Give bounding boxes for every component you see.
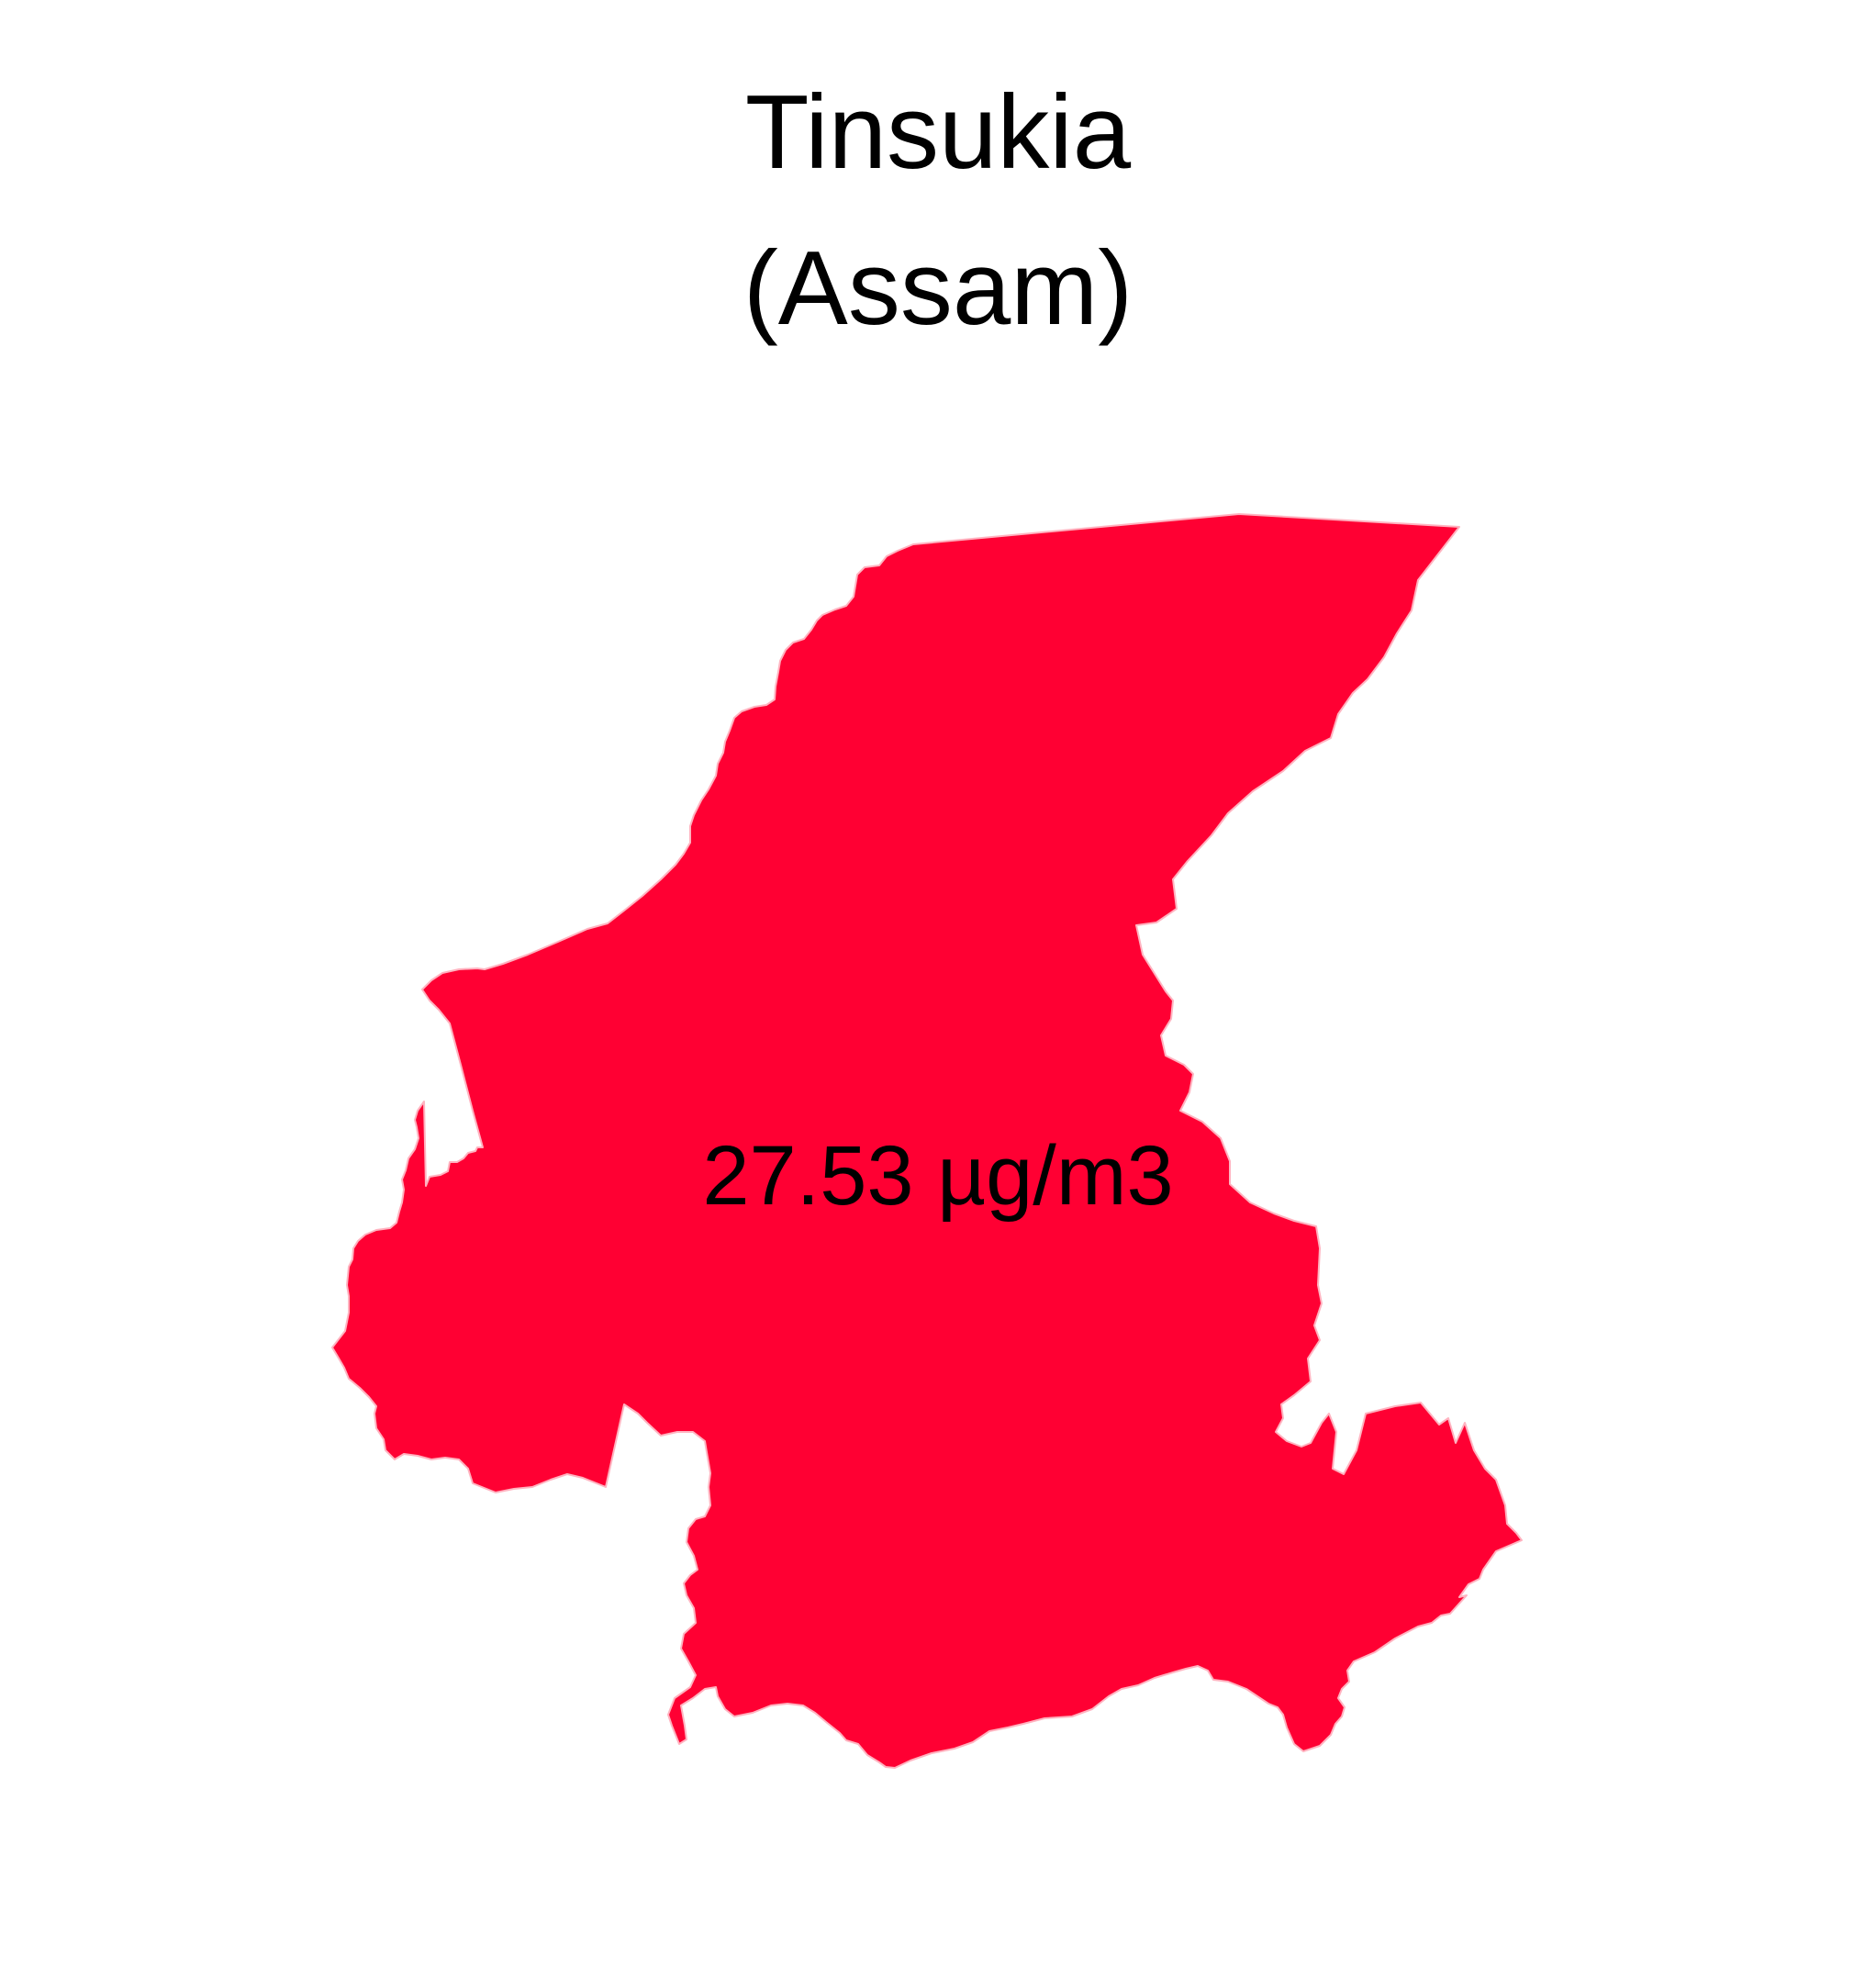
pm25-value-label: 27.53 µg/m3 [702, 1129, 1173, 1223]
district-name: Tinsukia [744, 74, 1132, 191]
state-name: (Assam) [743, 230, 1133, 347]
tinsukia-district-shape [331, 513, 1523, 1769]
map-title: Tinsukia (Assam) [0, 55, 1876, 367]
